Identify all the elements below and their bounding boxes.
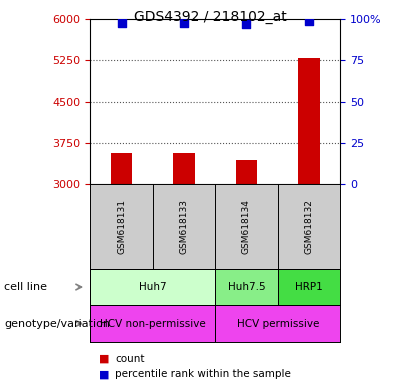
Point: [306, 18, 312, 24]
Text: percentile rank within the sample: percentile rank within the sample: [116, 369, 291, 379]
Bar: [215, 269, 278, 305]
Text: count: count: [116, 354, 145, 364]
Text: GSM618131: GSM618131: [117, 199, 126, 254]
Text: GSM618132: GSM618132: [304, 199, 313, 254]
Text: GSM618134: GSM618134: [242, 199, 251, 254]
Text: HRP1: HRP1: [295, 282, 323, 292]
Bar: [236, 160, 257, 184]
Text: HCV permissive: HCV permissive: [236, 318, 319, 329]
Text: ■: ■: [99, 354, 109, 364]
Bar: [90, 269, 215, 305]
Point: [181, 20, 187, 26]
Bar: [110, 153, 132, 184]
Bar: [173, 153, 195, 184]
Text: GSM618133: GSM618133: [179, 199, 189, 254]
Text: Huh7: Huh7: [139, 282, 167, 292]
Bar: [215, 305, 340, 342]
Text: genotype/variation: genotype/variation: [4, 318, 110, 329]
Point: [118, 20, 125, 26]
Bar: [90, 305, 215, 342]
Text: HCV non-permissive: HCV non-permissive: [100, 318, 206, 329]
Text: Huh7.5: Huh7.5: [228, 282, 265, 292]
Text: GDS4392 / 218102_at: GDS4392 / 218102_at: [134, 10, 286, 23]
Bar: [298, 58, 320, 184]
Bar: [278, 269, 340, 305]
Text: ■: ■: [99, 369, 109, 379]
Text: cell line: cell line: [4, 282, 47, 292]
Point: [243, 21, 250, 27]
